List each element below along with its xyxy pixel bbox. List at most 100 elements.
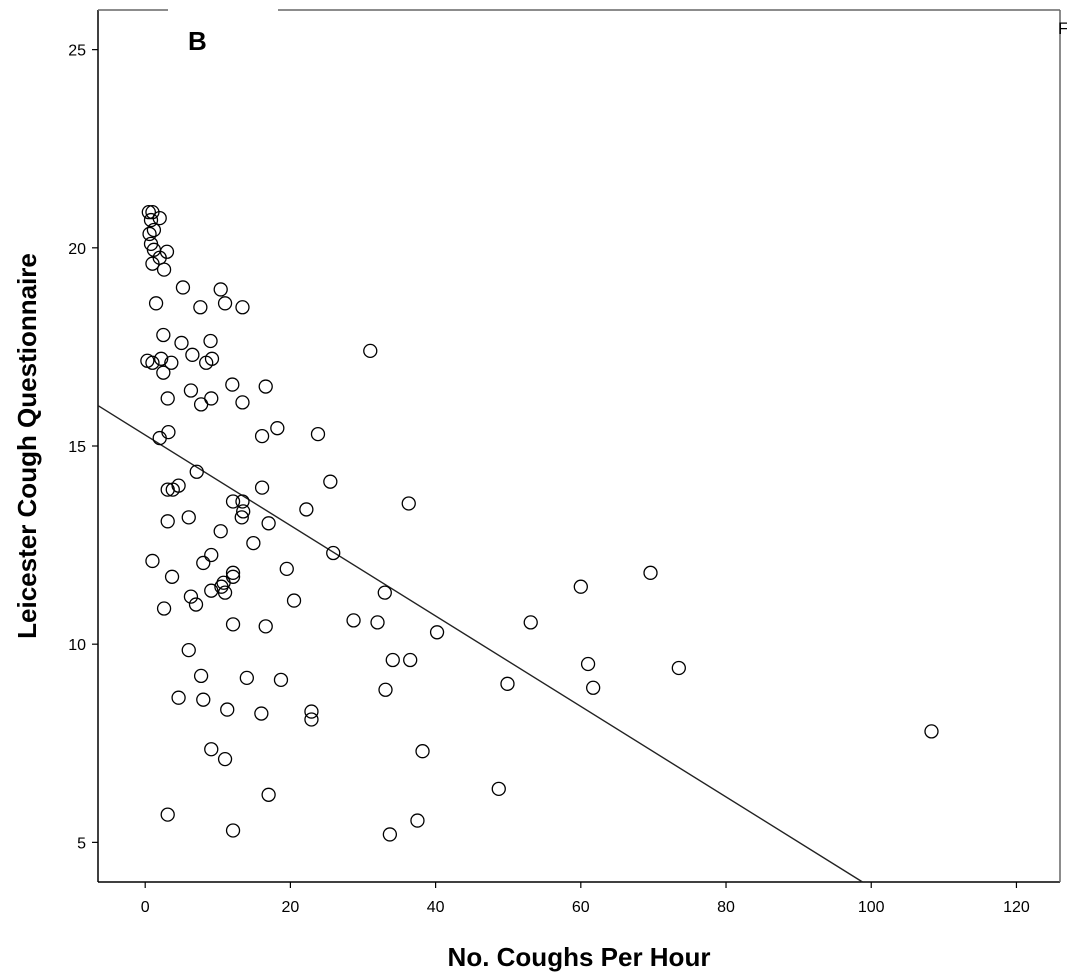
x-tick-label: 60 xyxy=(572,899,590,916)
y-tick-label: 20 xyxy=(68,241,86,258)
data-point xyxy=(323,474,338,489)
data-point xyxy=(279,561,294,577)
data-point xyxy=(156,262,172,277)
data-point xyxy=(258,619,273,634)
data-point xyxy=(363,343,378,359)
data-point xyxy=(254,706,269,721)
data-point xyxy=(310,426,326,442)
data-point xyxy=(491,781,506,797)
data-point xyxy=(273,672,289,688)
data-point xyxy=(204,351,220,366)
data-point xyxy=(193,300,208,315)
data-point xyxy=(429,625,445,640)
data-point xyxy=(236,504,251,519)
data-point xyxy=(261,516,276,531)
panel-label: B xyxy=(188,26,207,56)
data-point xyxy=(145,553,160,569)
y-tick-label: 5 xyxy=(77,835,86,852)
data-point xyxy=(254,428,270,444)
data-point xyxy=(204,742,219,757)
data-point xyxy=(573,579,588,594)
data-point xyxy=(217,585,233,600)
data-point xyxy=(225,377,240,392)
y-tick-label: 25 xyxy=(68,43,86,60)
data-point xyxy=(382,827,398,842)
data-point xyxy=(174,335,189,351)
data-point xyxy=(145,256,160,271)
data-point xyxy=(156,327,171,343)
data-point xyxy=(225,494,241,509)
x-tick-label: 0 xyxy=(141,899,150,916)
data-point xyxy=(643,565,658,580)
data-point xyxy=(156,601,172,616)
data-point xyxy=(239,670,254,686)
data-point xyxy=(154,351,169,366)
data-point xyxy=(152,210,167,226)
x-axis-title: No. Coughs Per Hour xyxy=(448,942,711,972)
data-point xyxy=(217,751,233,767)
data-point xyxy=(160,482,175,497)
data-point xyxy=(401,496,416,511)
data-point xyxy=(171,690,186,705)
data-point xyxy=(246,535,261,551)
x-tick-label: 80 xyxy=(717,899,735,916)
data-point xyxy=(225,823,241,838)
data-point xyxy=(164,569,180,584)
data-point xyxy=(156,365,171,380)
data-point xyxy=(500,676,515,691)
y-axis-ticks: 5 10 15 20 25 xyxy=(68,43,98,852)
data-point xyxy=(181,642,196,658)
data-point xyxy=(193,397,209,412)
data-point xyxy=(146,222,162,238)
data-point xyxy=(258,379,273,394)
data-point xyxy=(220,702,235,717)
data-point xyxy=(217,296,233,311)
data-point xyxy=(270,421,285,436)
data-point xyxy=(415,744,430,759)
data-point xyxy=(213,282,228,297)
data-point xyxy=(326,545,341,561)
data-point xyxy=(183,383,199,398)
corner-label: F xyxy=(1058,19,1067,38)
data-point xyxy=(160,391,175,406)
y-tick-label: 15 xyxy=(68,439,86,456)
x-tick-label: 100 xyxy=(858,899,885,916)
data-point xyxy=(378,682,393,697)
data-point xyxy=(523,615,538,630)
data-point xyxy=(235,300,250,315)
data-point xyxy=(254,480,270,495)
data-point xyxy=(193,668,209,684)
data-point xyxy=(175,280,191,295)
data-point xyxy=(164,355,179,370)
regression-line xyxy=(97,404,863,883)
data-point xyxy=(165,482,180,497)
data-point xyxy=(142,226,157,242)
data-point xyxy=(143,212,159,228)
x-tick-label: 20 xyxy=(282,899,300,916)
data-point xyxy=(370,615,385,630)
data-point xyxy=(185,347,200,362)
data-point xyxy=(235,395,250,410)
data-point xyxy=(235,494,250,509)
data-point xyxy=(671,660,686,676)
data-point xyxy=(586,680,601,695)
data-point xyxy=(160,807,175,822)
data-point xyxy=(286,593,302,608)
data-point xyxy=(924,724,939,739)
data-point xyxy=(204,547,219,563)
data-point xyxy=(188,597,204,612)
data-point xyxy=(385,652,400,668)
data-point xyxy=(225,565,241,580)
data-point xyxy=(204,583,219,598)
y-axis-title: Leicester Cough Questionnaire xyxy=(12,253,42,639)
data-point xyxy=(346,613,361,628)
data-point xyxy=(196,692,211,707)
x-axis-ticks: 0 20 40 60 80 100 120 xyxy=(141,882,1030,916)
data-point xyxy=(148,296,164,311)
data-point xyxy=(304,712,319,727)
data-point xyxy=(410,813,425,828)
x-tick-label: 120 xyxy=(1003,899,1030,916)
data-point xyxy=(160,514,175,529)
fit-line-group xyxy=(97,404,863,883)
